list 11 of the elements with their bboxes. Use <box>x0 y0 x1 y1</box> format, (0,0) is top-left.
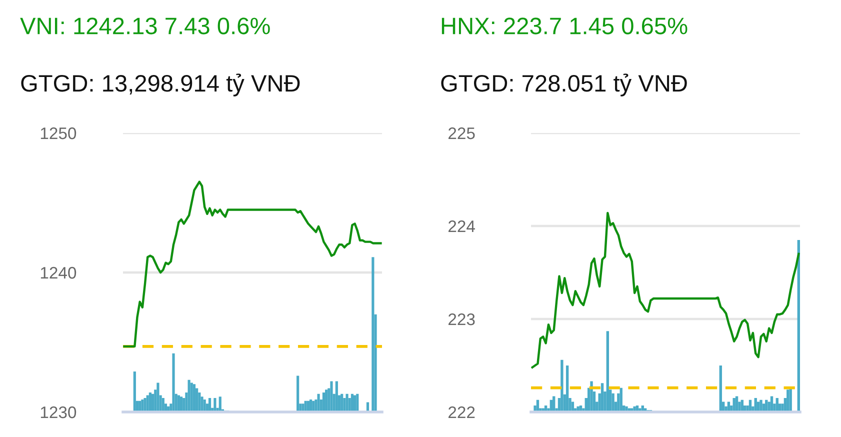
chart-title: VNI: 1242.13 7.43 0.6% <box>20 18 270 34</box>
y-tick-label: 222 <box>448 406 475 418</box>
chart-subtitle: GTGD: 13,298.914 tỷ VNĐ <box>21 74 300 96</box>
y-tick-label: 1230 <box>40 406 76 418</box>
y-tick-label: 223 <box>448 313 475 326</box>
y-tick-label: 224 <box>448 220 475 232</box>
y-tick-label: 225 <box>448 127 475 140</box>
y-tick-label: 1250 <box>40 127 76 140</box>
chart-subtitle: GTGD: 728.051 tỷ VNĐ <box>441 74 687 96</box>
chart-title: HNX: 223.7 1.45 0.65% <box>442 18 688 34</box>
y-tick-label: 1240 <box>40 266 76 279</box>
